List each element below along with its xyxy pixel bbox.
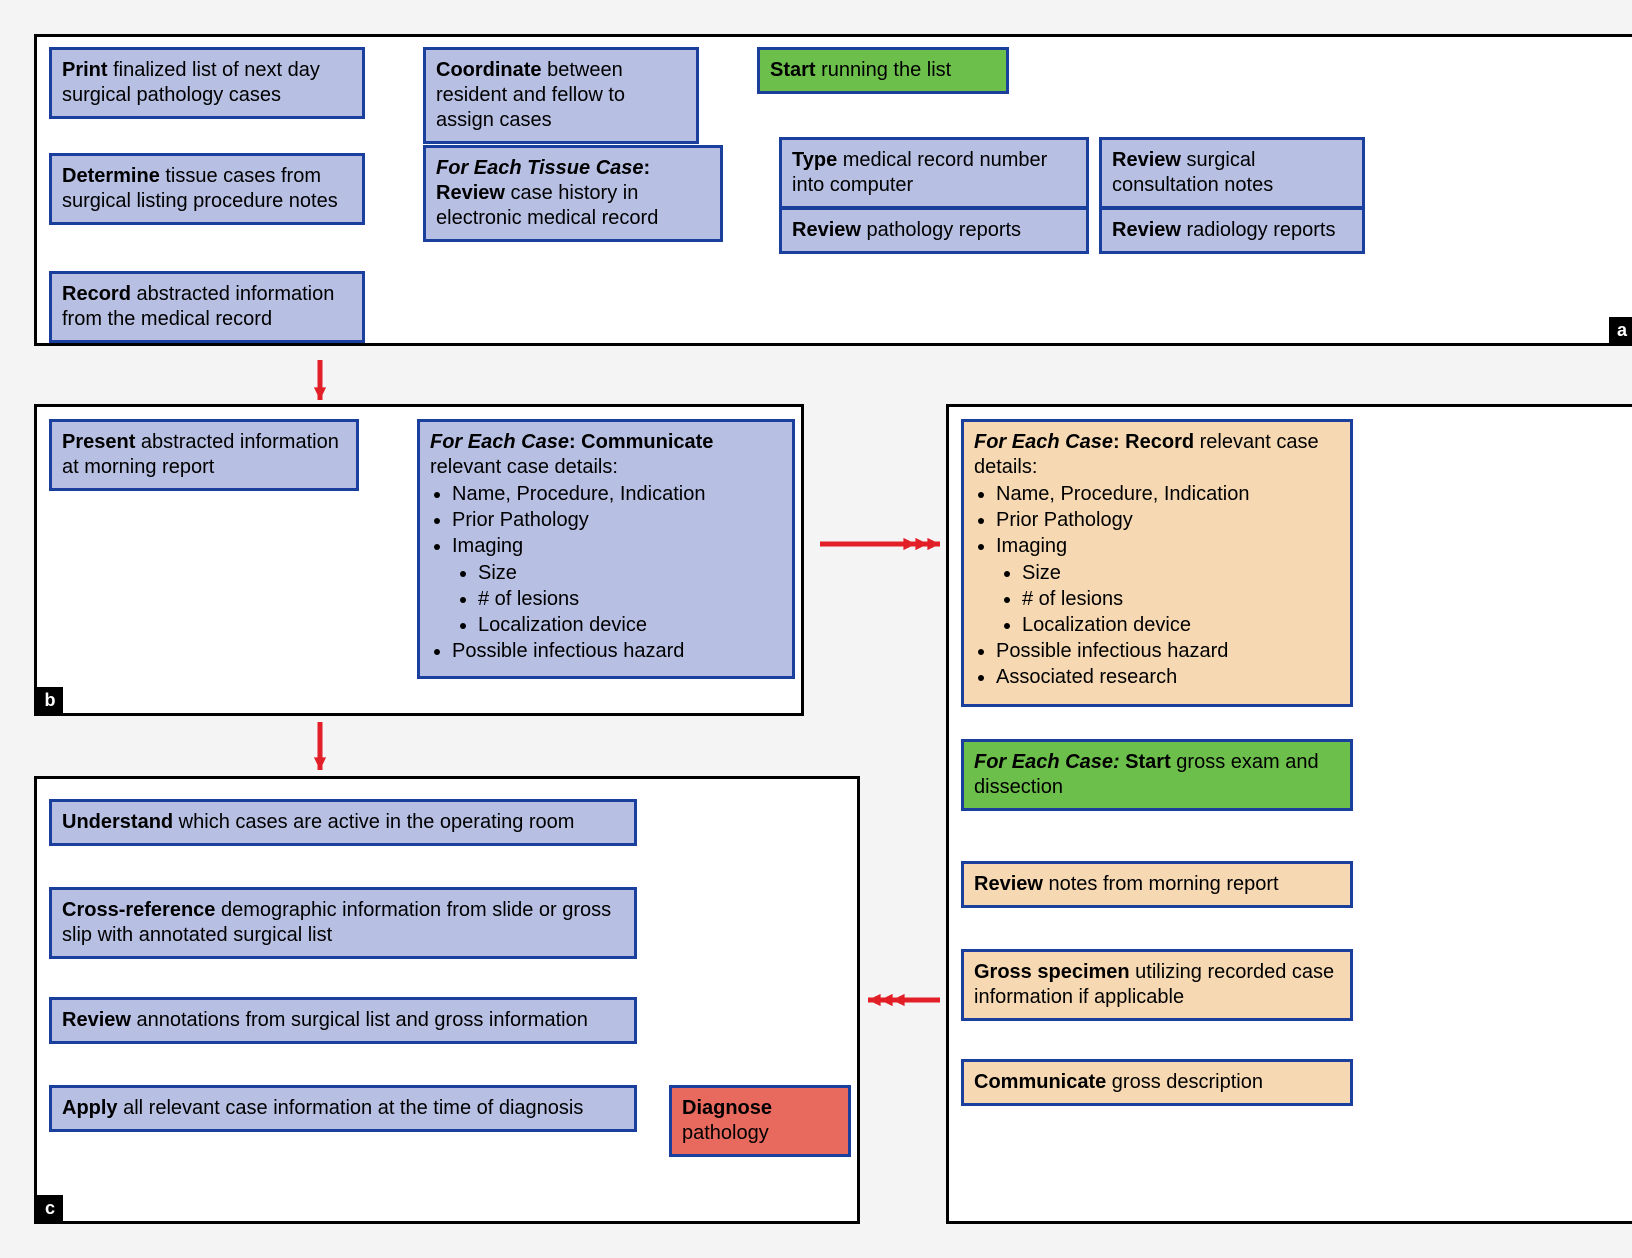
box-a_revrad: Review radiology reports	[1099, 207, 1365, 254]
box-d_reviewnotes: Review notes from morning report	[961, 861, 1353, 908]
box-a_coordinate: Coordinate between resident and fellow t…	[423, 47, 699, 144]
panel-label-c: c	[37, 1195, 63, 1221]
box-a_revsurg: Review surgical consultation notes	[1099, 137, 1365, 209]
box-c_apply: Apply all relevant case information at t…	[49, 1085, 637, 1132]
box-a_revpath: Review pathology reports	[779, 207, 1089, 254]
box-d_gross: Gross specimen utilizing recorded case i…	[961, 949, 1353, 1021]
panel-label-b: b	[37, 687, 63, 713]
box-d_start: For Each Case: Start gross exam and diss…	[961, 739, 1353, 811]
box-d_record: For Each Case: Record relevant case deta…	[961, 419, 1353, 707]
panel-a: a Start running the list Coordinate betwee…	[34, 34, 1632, 346]
flowchart-canvas: a Start running the list Coordinate betwee…	[20, 20, 1632, 1238]
panel-d: For Each Case: Record relevant case deta…	[946, 404, 1632, 1224]
box-d_commgross: Communicate gross description	[961, 1059, 1353, 1106]
box-a_review: For Each Tissue Case: Review case histor…	[423, 145, 723, 242]
box-a_print: Print finalized list of next day surgica…	[49, 47, 365, 119]
box-a_start: Start running the list	[757, 47, 1009, 94]
box-c_diagnose: Diagnose pathology	[669, 1085, 851, 1157]
box-b_comm: For Each Case: Communicate relevant case…	[417, 419, 795, 679]
box-c_cross: Cross-reference demographic information …	[49, 887, 637, 959]
box-a_record: Record abstracted information from the m…	[49, 271, 365, 343]
box-b_present: Present abstracted information at mornin…	[49, 419, 359, 491]
box-a_determine: Determine tissue cases from surgical lis…	[49, 153, 365, 225]
box-a_type: Type medical record number into computer	[779, 137, 1089, 209]
panel-c: c Understand which cases are active in th…	[34, 776, 860, 1224]
box-c_understand: Understand which cases are active in the…	[49, 799, 637, 846]
panel-label-a: a	[1609, 317, 1632, 343]
box-c_reviewann: Review annotations from surgical list an…	[49, 997, 637, 1044]
panel-b: b Present abstracted information at morni…	[34, 404, 804, 716]
